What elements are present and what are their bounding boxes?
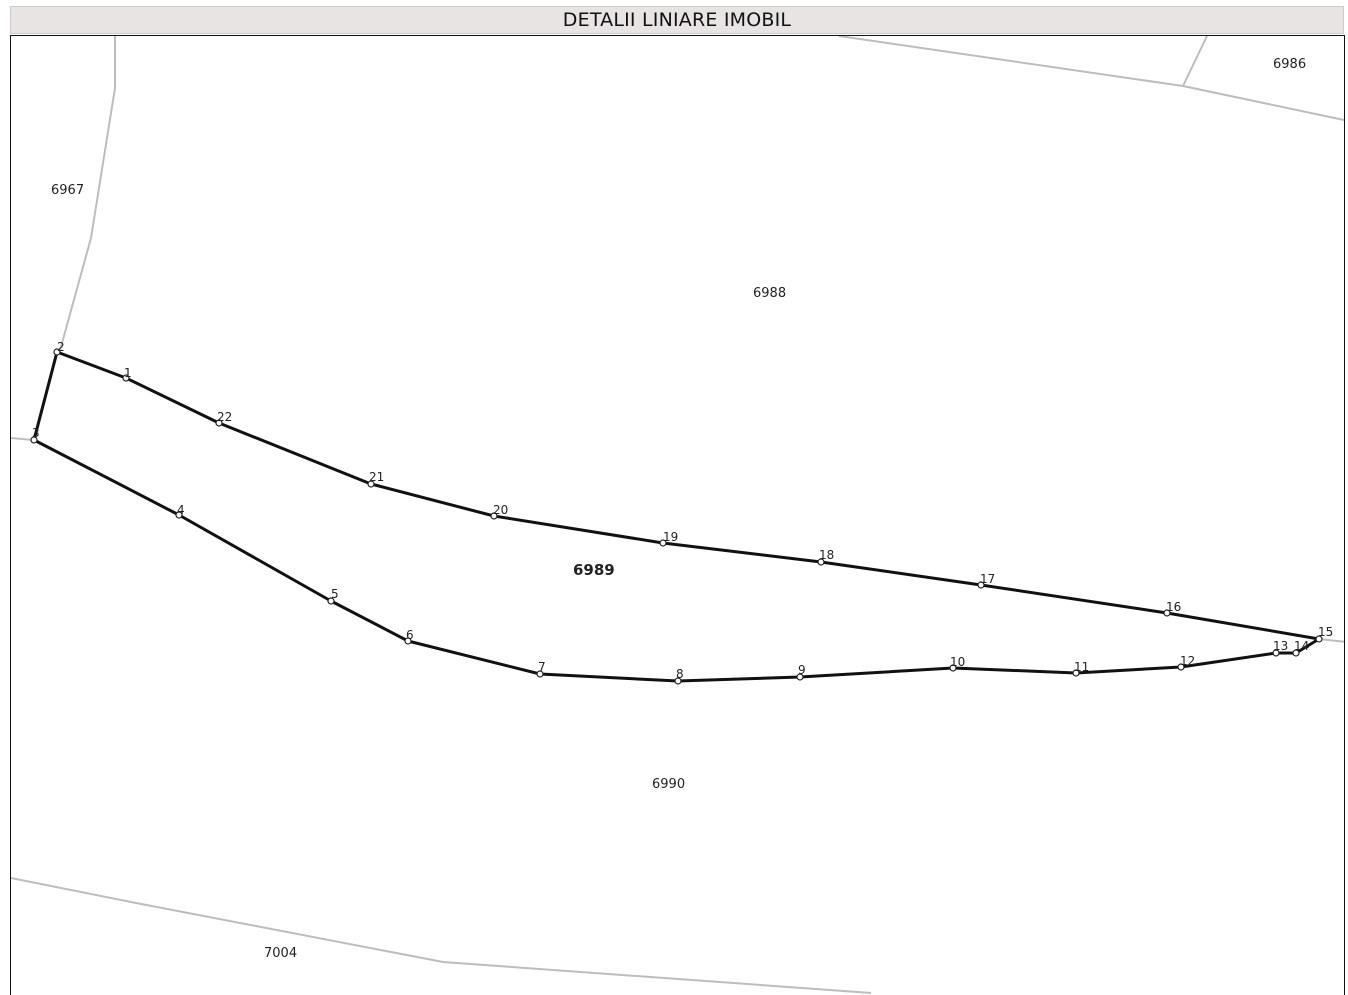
vertex-6-label: 6	[406, 628, 414, 642]
vertex-10-marker[interactable]	[949, 664, 957, 672]
parcel-6989-outline[interactable]	[32, 350, 1321, 683]
vertex-16-marker[interactable]	[1163, 609, 1171, 617]
vertex-14-label: 14	[1294, 639, 1309, 653]
vertex-21-marker[interactable]	[367, 480, 375, 488]
boundary-west-stub	[11, 437, 34, 441]
vertex-22-label: 22	[217, 410, 232, 424]
vertex-5-marker[interactable]	[327, 597, 335, 605]
vertex-20-label: 20	[493, 503, 508, 517]
vertex-3-label: 3	[32, 426, 40, 440]
vertex-9-label: 9	[798, 663, 806, 677]
vertex-6-marker[interactable]	[404, 637, 412, 645]
boundary-top	[838, 36, 1344, 121]
vertex-15-marker[interactable]	[1315, 635, 1323, 643]
vertex-markers	[30, 348, 1323, 685]
vertex-20-marker[interactable]	[490, 512, 498, 520]
vertex-7-label: 7	[538, 660, 546, 674]
vertex-22-marker[interactable]	[215, 419, 223, 427]
vertex-7-marker[interactable]	[536, 670, 544, 678]
vertex-18-marker[interactable]	[817, 558, 825, 566]
vertex-1-label: 1	[124, 366, 132, 380]
vertex-12-label: 12	[1180, 654, 1195, 668]
parcel-label-6988: 6988	[753, 286, 786, 301]
boundary-7004	[11, 877, 872, 994]
vertex-19-label: 19	[663, 530, 678, 544]
vertex-8-marker[interactable]	[674, 677, 682, 685]
vertex-3-marker[interactable]	[30, 436, 38, 444]
map-title: DETALII LINIARE IMOBIL	[10, 6, 1344, 34]
vertex-labels: 1 2 3 4 5 6 7 8 9 10 11 12 13 14 15 16 1…	[32, 340, 1333, 681]
boundary-east-stub	[1318, 638, 1344, 643]
parcel-label-7004: 7004	[264, 946, 297, 961]
map-canvas[interactable]: 1 2 3 4 5 6 7 8 9 10 11 12 13 14 15 16 1…	[10, 35, 1345, 995]
boundary-6967-east	[58, 36, 116, 355]
vertex-13-label: 13	[1273, 639, 1288, 653]
vertex-21-label: 21	[369, 470, 384, 484]
parcel-label-6986: 6986	[1273, 57, 1306, 72]
boundary-6986	[1182, 36, 1208, 87]
vertex-15-label: 15	[1318, 625, 1333, 639]
parcel-label-6989: 6989	[573, 561, 615, 579]
vertex-5-label: 5	[331, 587, 339, 601]
vertex-9-marker[interactable]	[796, 673, 804, 681]
vertex-4-marker[interactable]	[175, 511, 183, 519]
vertex-1-marker[interactable]	[122, 374, 130, 382]
map-svg: 1 2 3 4 5 6 7 8 9 10 11 12 13 14 15 16 1…	[11, 36, 1344, 994]
vertex-2-label: 2	[57, 340, 65, 354]
vertex-14-marker[interactable]	[1292, 649, 1300, 657]
vertex-13-marker[interactable]	[1272, 649, 1280, 657]
parcel-label-6990: 6990	[652, 777, 685, 792]
vertex-2-marker[interactable]	[53, 348, 61, 356]
vertex-16-label: 16	[1166, 600, 1181, 614]
vertex-17-marker[interactable]	[977, 581, 985, 589]
vertex-19-marker[interactable]	[659, 539, 667, 547]
vertex-17-label: 17	[980, 572, 995, 586]
vertex-11-label: 11	[1074, 660, 1089, 674]
vertex-18-label: 18	[819, 548, 834, 562]
vertex-11-marker[interactable]	[1072, 669, 1080, 677]
parcel-label-6967: 6967	[51, 183, 84, 198]
vertex-10-label: 10	[950, 655, 965, 669]
vertex-4-label: 4	[177, 503, 185, 517]
vertex-12-marker[interactable]	[1177, 663, 1185, 671]
vertex-8-label: 8	[676, 667, 684, 681]
